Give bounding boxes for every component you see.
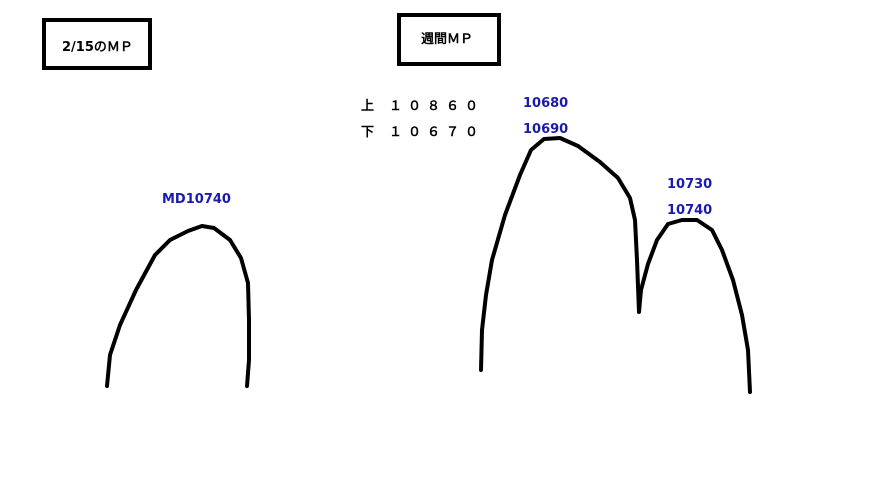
daily-mp-box: 2/15のＭＰ xyxy=(42,18,152,70)
weekly-peak1-upper-label: 10680 xyxy=(523,96,569,111)
weekly-profile-curve xyxy=(479,136,752,394)
weekly-peak2-upper-label: 10730 xyxy=(667,177,713,192)
weekly-upper-value: １０８６０ xyxy=(389,99,485,114)
weekly-upper-label: 上 xyxy=(361,99,381,114)
daily-profile-curve xyxy=(105,224,251,388)
weekly-lower-value: １０６７０ xyxy=(389,125,485,140)
weekly-mp-box: 週間ＭＰ xyxy=(397,13,501,66)
weekly-peak2-lower-label: 10740 xyxy=(667,203,713,218)
daily-mp-label: 2/15のＭＰ xyxy=(62,40,133,55)
weekly-lower-label: 下 xyxy=(361,125,381,140)
weekly-peak1-lower-label: 10690 xyxy=(523,122,569,137)
weekly-mp-label: 週間ＭＰ xyxy=(421,32,474,47)
daily-peak-label: MD10740 xyxy=(162,192,231,207)
